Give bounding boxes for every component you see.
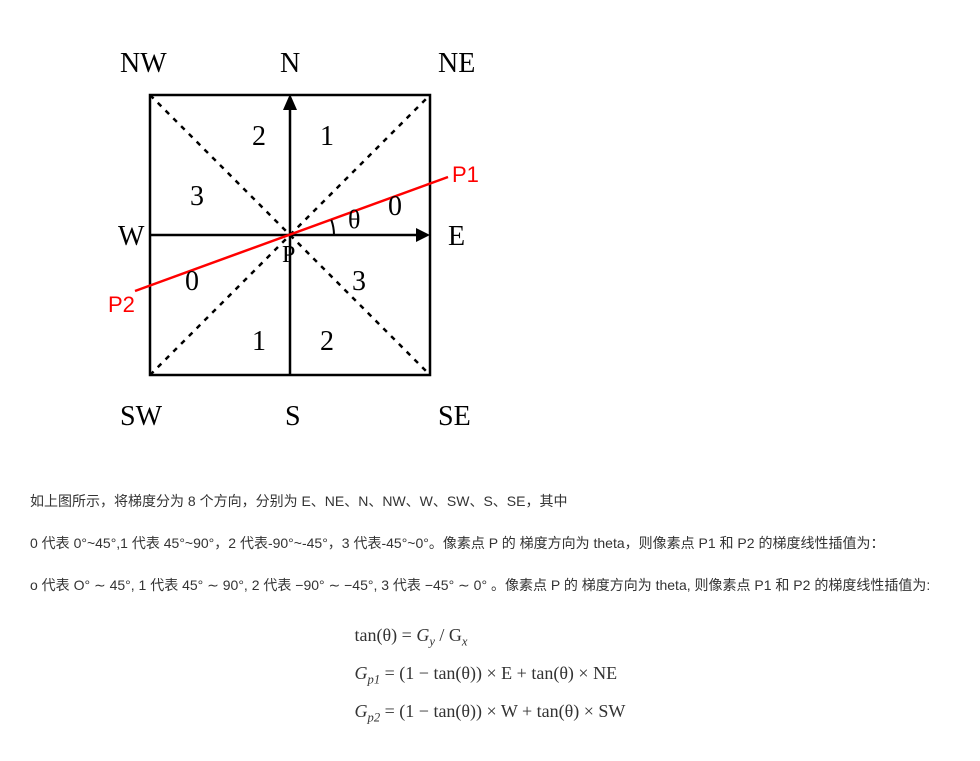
paragraph-3: o 代表 O° ∼ 45°, 1 代表 45° ∼ 90°, 2 代表 −90°… <box>30 574 950 598</box>
region-1-bottom: 1 <box>252 326 266 357</box>
f2-g: G <box>355 663 368 683</box>
arrow-north <box>283 94 297 110</box>
formula-block: tan(θ) = Gy / Gx Gp1 = (1 − tan(θ)) × E … <box>30 617 950 730</box>
paragraph-1: 如上图所示，将梯度分为 8 个方向，分别为 E、NE、N、NW、W、SW、S、S… <box>30 490 950 514</box>
label-s: S <box>285 401 301 432</box>
arrow-east <box>416 228 430 242</box>
f3-g: G <box>355 701 368 721</box>
region-2-bottom: 2 <box>320 326 334 357</box>
diagram-container: NW N NE W E SW S SE 2 1 3 0 0 3 1 2 P θ … <box>30 30 950 460</box>
f3-sub: p2 <box>368 711 381 725</box>
label-p1: P1 <box>452 162 479 187</box>
region-2-top: 2 <box>252 121 266 152</box>
compass-diagram: NW N NE W E SW S SE 2 1 3 0 0 3 1 2 P θ … <box>30 30 530 460</box>
theta-arc <box>331 220 334 235</box>
region-3-left: 3 <box>190 181 204 212</box>
label-se: SE <box>438 401 471 432</box>
formula-3: Gp2 = (1 − tan(θ)) × W + tan(θ) × SW <box>355 693 626 731</box>
region-1-top: 1 <box>320 121 334 152</box>
f1-gx: / Gx <box>439 625 467 645</box>
region-3-right: 3 <box>352 266 366 297</box>
f2-sub: p1 <box>368 673 381 687</box>
f1-eq: = <box>402 625 417 645</box>
formula-2: Gp1 = (1 − tan(θ)) × E + tan(θ) × NE <box>355 655 626 693</box>
label-ne: NE <box>438 48 475 79</box>
paragraph-2: 0 代表 0°~45°,1 代表 45°~90°，2 代表-90°~-45°，3… <box>30 532 950 556</box>
label-n: N <box>280 48 300 79</box>
label-theta: θ <box>348 205 360 234</box>
f1-lhs: tan(θ) <box>355 625 398 645</box>
label-nw: NW <box>120 48 167 79</box>
label-p: P <box>282 242 295 268</box>
region-0-right: 0 <box>388 191 402 222</box>
label-w: W <box>118 221 145 252</box>
formula-1: tan(θ) = Gy / Gx <box>355 617 626 655</box>
label-sw: SW <box>120 401 163 432</box>
region-0-left: 0 <box>185 266 199 297</box>
f1-gy: Gy <box>416 625 435 645</box>
f2-rhs: = (1 − tan(θ)) × E + tan(θ) × NE <box>380 663 617 683</box>
label-e: E <box>448 221 465 252</box>
label-p2: P2 <box>108 292 135 317</box>
f3-rhs: = (1 − tan(θ)) × W + tan(θ) × SW <box>380 701 625 721</box>
